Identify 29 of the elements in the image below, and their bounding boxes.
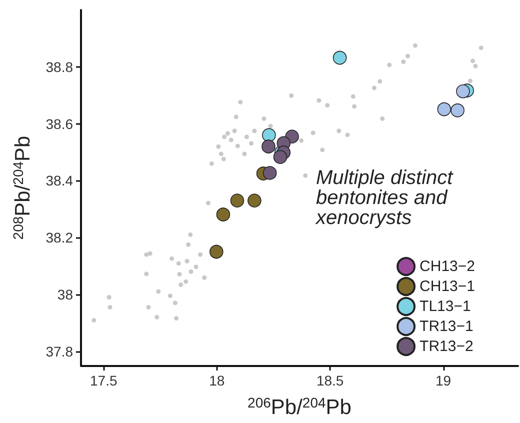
legend-label: TR13−2 [420, 338, 474, 355]
x-tick-label: 17.5 [90, 372, 118, 388]
point [456, 84, 470, 98]
point [273, 150, 288, 164]
point [248, 194, 262, 208]
y-tick-label: 38.8 [46, 58, 74, 75]
legend-label: CH13−2 [420, 258, 475, 275]
point [216, 208, 230, 222]
point [450, 103, 464, 118]
point [210, 244, 224, 259]
point [230, 194, 244, 208]
x-tick-label: 19 [435, 372, 452, 388]
point [262, 166, 277, 180]
point [262, 140, 276, 154]
legend-label: CH13−1 [420, 278, 475, 295]
x-tick-label: 18 [209, 372, 225, 388]
y-tick-label: 37.8 [46, 343, 74, 360]
y-axis-title: 208Pb/204Pb [10, 136, 34, 240]
x-tick-label: 18.5 [316, 372, 344, 388]
y-tick-label: 38 [57, 286, 74, 302]
y-tick-label: 38.2 [46, 230, 74, 246]
y-tick-label: 38.4 [46, 172, 74, 189]
legend-label: TR13−1 [420, 318, 474, 335]
y-tick-label: 38.6 [46, 116, 74, 132]
legend-label: TL13−1 [420, 298, 471, 315]
point [332, 50, 347, 65]
annotation: Multiple distinct bentonites and xenocrysts [315, 167, 454, 229]
point [262, 128, 276, 142]
point [437, 102, 452, 116]
